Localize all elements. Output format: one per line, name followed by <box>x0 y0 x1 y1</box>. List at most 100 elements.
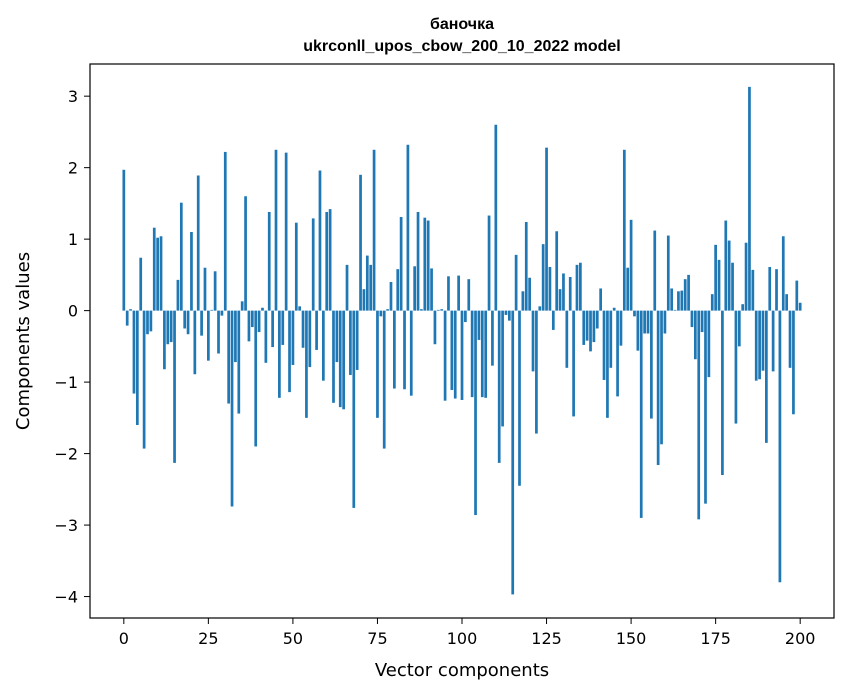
bar <box>724 220 728 311</box>
bar <box>169 310 173 343</box>
bar <box>186 310 190 335</box>
bar <box>470 310 474 398</box>
bar <box>606 310 609 418</box>
bar <box>359 174 362 311</box>
bar <box>382 310 386 449</box>
bar <box>751 269 755 311</box>
bar <box>541 244 545 311</box>
bar <box>264 310 268 363</box>
bar <box>721 310 724 476</box>
x-tick-label: 125 <box>531 629 562 648</box>
bar <box>741 304 745 311</box>
bar <box>237 310 241 414</box>
bar <box>467 279 471 311</box>
bar <box>589 310 592 352</box>
bar <box>247 310 251 342</box>
bar <box>223 151 227 311</box>
bar <box>528 277 531 311</box>
bar <box>315 310 318 350</box>
bar <box>494 124 498 311</box>
bar <box>521 291 525 311</box>
bar <box>325 211 329 311</box>
bar <box>575 264 579 311</box>
bar <box>440 309 444 311</box>
bar <box>298 306 302 311</box>
bar <box>693 310 697 360</box>
bar <box>196 175 200 311</box>
bar <box>707 310 711 378</box>
bar <box>737 310 741 347</box>
bar <box>146 310 149 335</box>
bar <box>284 152 288 311</box>
bar <box>622 149 626 311</box>
bar <box>321 310 325 381</box>
bar <box>142 310 146 449</box>
bar <box>200 310 203 336</box>
bar <box>308 310 312 368</box>
bar <box>318 170 322 311</box>
bar <box>555 231 559 311</box>
bar <box>332 310 335 403</box>
bar <box>403 310 406 390</box>
bar <box>795 280 799 311</box>
bar <box>731 262 734 311</box>
bar <box>149 310 153 332</box>
bar <box>234 310 237 363</box>
bar <box>497 310 501 463</box>
x-tick-label: 100 <box>447 629 478 648</box>
bar <box>173 310 176 463</box>
bar <box>551 310 555 330</box>
bar <box>609 310 613 368</box>
bar <box>227 310 231 404</box>
bar <box>406 144 410 311</box>
bar <box>399 216 403 311</box>
bar <box>538 306 542 311</box>
bar <box>413 266 417 311</box>
bar <box>484 310 488 398</box>
bar <box>643 310 646 334</box>
bar <box>714 244 717 311</box>
bar <box>396 269 400 311</box>
bar <box>203 267 207 311</box>
bar <box>612 307 616 311</box>
x-axis-ticks: 0 25 50 75 100 125 150 175 200 <box>119 618 816 648</box>
y-tick-label: −2 <box>54 445 78 464</box>
bar <box>423 217 427 311</box>
bar <box>734 310 738 424</box>
bar <box>271 310 274 348</box>
bar <box>291 310 295 365</box>
bars-group <box>122 86 802 595</box>
bar <box>230 310 234 507</box>
y-tick-label: −4 <box>54 588 78 607</box>
bar <box>562 273 565 311</box>
bar <box>531 310 535 372</box>
bar <box>311 218 315 311</box>
bar <box>524 221 528 311</box>
bar <box>599 288 603 311</box>
bar <box>491 310 494 366</box>
x-tick-label: 200 <box>785 629 816 648</box>
bar <box>748 86 751 311</box>
bar <box>213 271 217 311</box>
x-axis-label: Vector components <box>375 660 549 681</box>
bar <box>355 310 359 370</box>
bar <box>267 211 271 311</box>
bar <box>758 310 761 380</box>
bar <box>568 277 572 311</box>
bar <box>156 237 159 311</box>
bar <box>190 231 193 311</box>
bar <box>616 310 619 397</box>
bar <box>274 149 278 311</box>
bar <box>666 235 670 311</box>
bar <box>670 288 674 311</box>
bar <box>179 202 183 311</box>
bar <box>487 215 491 311</box>
bar <box>426 220 430 311</box>
bar <box>193 310 197 375</box>
bar <box>365 255 369 311</box>
bar <box>335 310 339 363</box>
bar <box>430 268 433 311</box>
bar <box>122 169 126 311</box>
bar <box>369 264 373 311</box>
bar <box>443 310 447 401</box>
